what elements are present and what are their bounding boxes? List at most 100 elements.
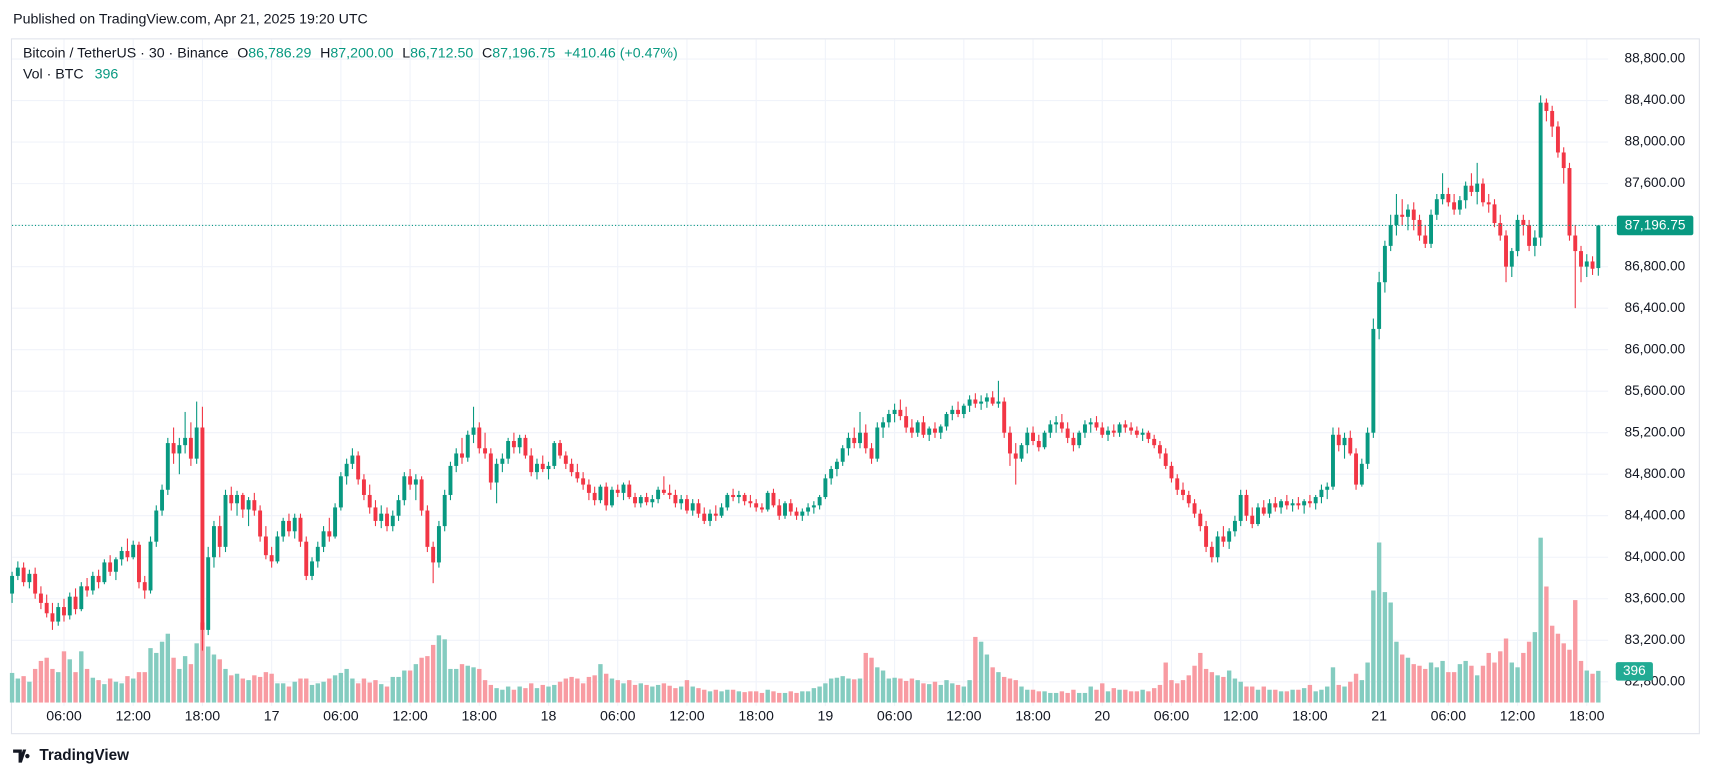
volume-bar: [211, 654, 217, 703]
volume-bar: [725, 689, 730, 703]
volume-bar: [1094, 689, 1099, 703]
candle-body: [638, 497, 643, 504]
candle-body: [650, 499, 655, 503]
volume-bar: [1434, 667, 1440, 703]
candle-body: [1163, 453, 1168, 466]
volume-bar: [661, 683, 667, 703]
candle-body: [327, 531, 332, 537]
candle-body: [171, 443, 176, 454]
volume-bar: [1232, 678, 1238, 703]
candle-body: [1031, 432, 1036, 442]
candle-body: [1215, 536, 1220, 558]
volume-bar: [627, 680, 632, 703]
volume-bar: [886, 678, 892, 703]
volume-bar: [927, 684, 932, 703]
volume-bar: [21, 676, 26, 703]
candle-body: [1065, 428, 1070, 438]
volume-bar: [1186, 675, 1191, 703]
volume-bar: [1036, 691, 1041, 703]
y-tick-label: 83,200.00: [1625, 632, 1686, 647]
volume-bar: [436, 635, 442, 703]
volume-bar: [298, 678, 303, 703]
y-tick-label: 84,800.00: [1625, 466, 1686, 481]
candle-body: [465, 434, 470, 458]
volume-bar: [1209, 672, 1215, 703]
volume-bar: [15, 678, 21, 703]
x-tick-label: 18: [541, 708, 557, 724]
candle-body: [725, 494, 730, 508]
candle-body: [1071, 437, 1076, 446]
volume-bar: [1330, 667, 1336, 703]
candle-body: [1181, 489, 1185, 495]
volume-bar: [407, 670, 413, 703]
x-tick-label: 17: [264, 708, 280, 724]
candle-body: [1365, 432, 1370, 464]
volume-bar: [1296, 689, 1301, 703]
volume-bar: [1267, 689, 1272, 703]
volume-bar: [142, 672, 147, 703]
candle-body: [350, 455, 355, 464]
candle-body: [361, 479, 366, 495]
volume-bar: [465, 665, 470, 703]
candle-body: [500, 458, 505, 464]
volume-bar: [753, 691, 759, 703]
y-tick-label: 86,800.00: [1625, 258, 1686, 273]
candle-body: [1521, 219, 1526, 226]
candle-body: [67, 596, 72, 616]
volume-bar: [1532, 632, 1538, 703]
candle-body: [535, 463, 539, 473]
candle-body: [206, 557, 211, 630]
volume-bar: [846, 678, 851, 703]
volume-bar: [477, 668, 482, 703]
y-tick-label: 87,600.00: [1625, 175, 1686, 190]
volume-bar: [1440, 660, 1445, 703]
candle-body: [1296, 503, 1301, 506]
x-tick-label: 18:00: [738, 708, 774, 724]
volume-bar: [1567, 649, 1572, 703]
candle-body: [1152, 438, 1157, 446]
volume-bar: [765, 689, 770, 703]
candle-body: [829, 469, 834, 479]
candle-body: [581, 478, 586, 485]
candle-body: [563, 455, 568, 464]
y-tick-label: 88,000.00: [1625, 134, 1686, 149]
candle-body: [1302, 501, 1307, 506]
volume-bar: [38, 660, 44, 703]
candle-body: [569, 463, 574, 473]
candle-body: [385, 513, 389, 527]
volume-bar: [932, 681, 938, 703]
volume-bar: [454, 668, 459, 703]
volume-bar: [1088, 686, 1093, 703]
candle-body: [217, 526, 222, 547]
volume-bar: [419, 657, 424, 703]
volume-bar: [1394, 641, 1399, 703]
candle-body: [27, 573, 32, 583]
candle-body: [1008, 432, 1012, 454]
volume-bar: [338, 672, 344, 703]
candle-body: [1446, 193, 1451, 203]
candle-body: [858, 432, 862, 444]
x-tick-label: 06:00: [877, 708, 913, 724]
volume-bar: [1336, 684, 1341, 703]
candle-body: [1100, 427, 1105, 435]
volume-bar: [413, 664, 419, 703]
candle-body: [708, 513, 712, 521]
volume-bar: [240, 678, 245, 703]
volume-bar: [782, 692, 788, 703]
candle-body: [298, 517, 303, 542]
x-tick-label: 18:00: [1015, 708, 1051, 724]
volume-bar: [61, 651, 67, 703]
candle-body: [811, 505, 816, 508]
volume-bar: [730, 689, 736, 703]
volume-bar: [148, 648, 153, 703]
candle-body: [1146, 432, 1151, 439]
candle-body: [719, 507, 724, 516]
candle-body: [1273, 503, 1278, 508]
candle-body: [402, 476, 407, 501]
candle-body: [886, 414, 891, 423]
volume-bar: [234, 673, 240, 703]
candle-body: [1319, 489, 1324, 498]
volume-bar: [350, 678, 355, 703]
